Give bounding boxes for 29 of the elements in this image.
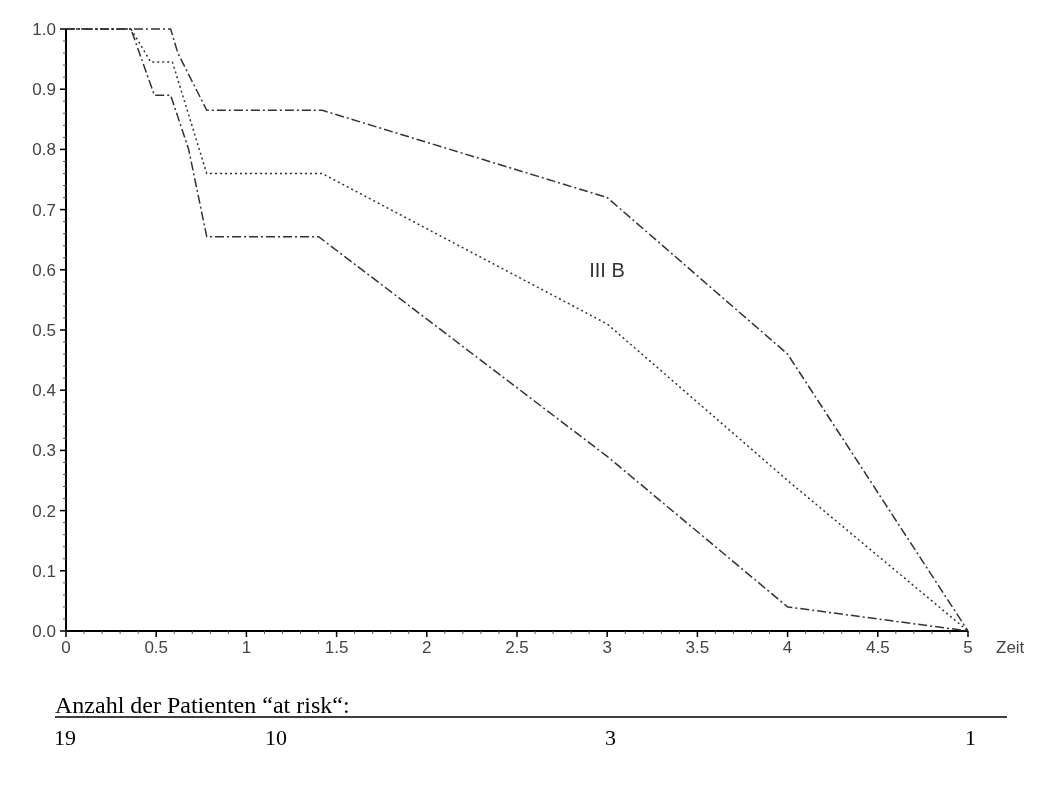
x-tick-label: 4.5 — [865, 638, 890, 657]
annotation: III B — [589, 258, 625, 281]
x-tick-label: 0.5 — [144, 638, 169, 657]
y-tick-label: 0.4 — [32, 381, 56, 401]
y-tick-label: 0.6 — [32, 260, 56, 280]
x-tick-label: 1.5 — [324, 638, 349, 657]
y-tick-label: 0.0 — [32, 621, 56, 641]
y-tick-label: 0.8 — [32, 140, 56, 160]
x-tick-label: 4 — [782, 638, 793, 657]
text: Anzahl der Patienten “at risk“: — [55, 692, 350, 718]
text: 10 — [265, 725, 287, 750]
text: 3 — [605, 725, 616, 750]
y-tick-label: 0.5 — [32, 320, 56, 340]
y-tick-label: 0.9 — [32, 80, 56, 100]
y-tick-label: 0.7 — [32, 200, 56, 220]
x-tick-label: 5 — [963, 638, 973, 657]
y-tick-label: 1.0 — [32, 19, 56, 39]
x-tick-label: 0 — [61, 638, 71, 657]
x-tick-label: 3 — [602, 638, 612, 657]
y-tick-label: 0.2 — [32, 501, 56, 521]
y-tick-label: 0.3 — [32, 441, 56, 461]
x-tick-label: 1 — [241, 638, 252, 657]
y-tick-label: 0.1 — [32, 561, 56, 581]
x-tick-label: 3.5 — [685, 638, 710, 657]
text: 1 — [965, 725, 976, 750]
x-axis-title: Zeit — [996, 638, 1025, 657]
text: 19 — [54, 725, 76, 750]
x-tick-label: 2.5 — [505, 638, 529, 657]
x-tick-label: 2 — [422, 638, 432, 657]
